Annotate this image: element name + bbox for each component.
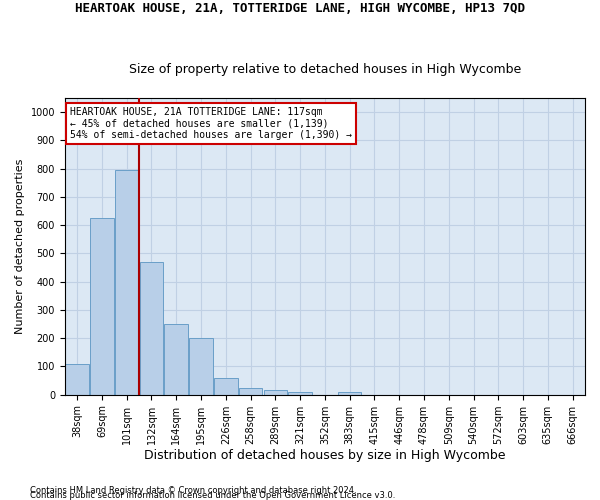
Bar xyxy=(214,378,238,394)
Text: Contains HM Land Registry data © Crown copyright and database right 2024.: Contains HM Land Registry data © Crown c… xyxy=(30,486,356,495)
Bar xyxy=(115,170,139,394)
Bar xyxy=(338,392,361,394)
Bar xyxy=(189,338,213,394)
Bar xyxy=(65,364,89,394)
Text: HEARTOAK HOUSE, 21A, TOTTERIDGE LANE, HIGH WYCOMBE, HP13 7QD: HEARTOAK HOUSE, 21A, TOTTERIDGE LANE, HI… xyxy=(75,2,525,16)
Title: Size of property relative to detached houses in High Wycombe: Size of property relative to detached ho… xyxy=(129,63,521,76)
Text: HEARTOAK HOUSE, 21A TOTTERIDGE LANE: 117sqm
← 45% of detached houses are smaller: HEARTOAK HOUSE, 21A TOTTERIDGE LANE: 117… xyxy=(70,107,352,140)
Bar xyxy=(164,324,188,394)
X-axis label: Distribution of detached houses by size in High Wycombe: Distribution of detached houses by size … xyxy=(144,450,506,462)
Bar xyxy=(90,218,114,394)
Text: Contains public sector information licensed under the Open Government Licence v3: Contains public sector information licen… xyxy=(30,491,395,500)
Bar xyxy=(263,390,287,394)
Y-axis label: Number of detached properties: Number of detached properties xyxy=(15,158,25,334)
Bar xyxy=(140,262,163,394)
Bar xyxy=(289,392,312,394)
Bar xyxy=(239,388,262,394)
